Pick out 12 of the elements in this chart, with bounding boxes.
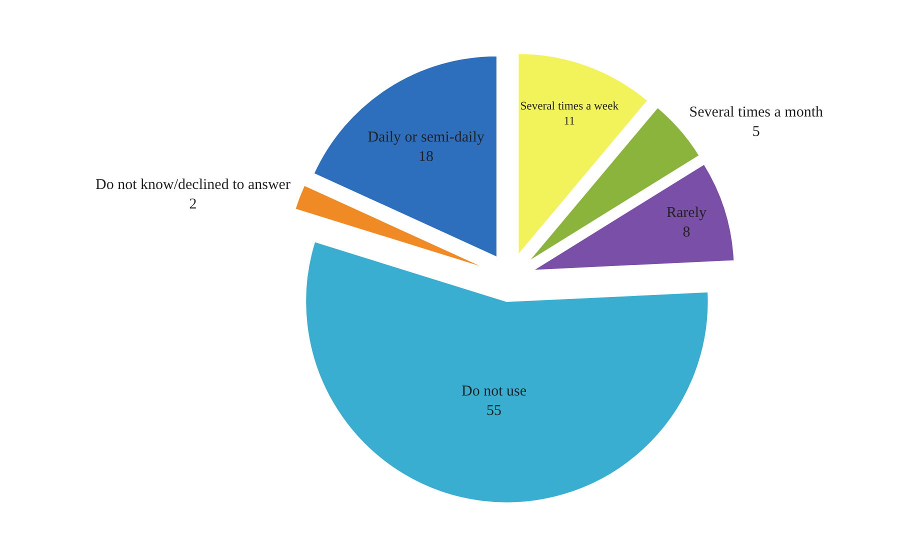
data-label: 18	[418, 148, 434, 165]
data-label: 8	[682, 224, 690, 240]
slice-label: Several times a month	[689, 104, 824, 120]
data-label: 55	[486, 403, 502, 420]
data-label: 5	[752, 124, 760, 140]
slice-label: Do not use	[462, 384, 527, 400]
slice-label: Several times a week	[520, 99, 619, 112]
slice-label: Do not know/declined to answer	[96, 177, 290, 194]
data-label: 11	[564, 114, 576, 128]
data-label: 2	[189, 196, 197, 213]
slice-label: Daily or semi-daily	[368, 129, 485, 146]
slice-label: Rarely	[666, 204, 707, 221]
